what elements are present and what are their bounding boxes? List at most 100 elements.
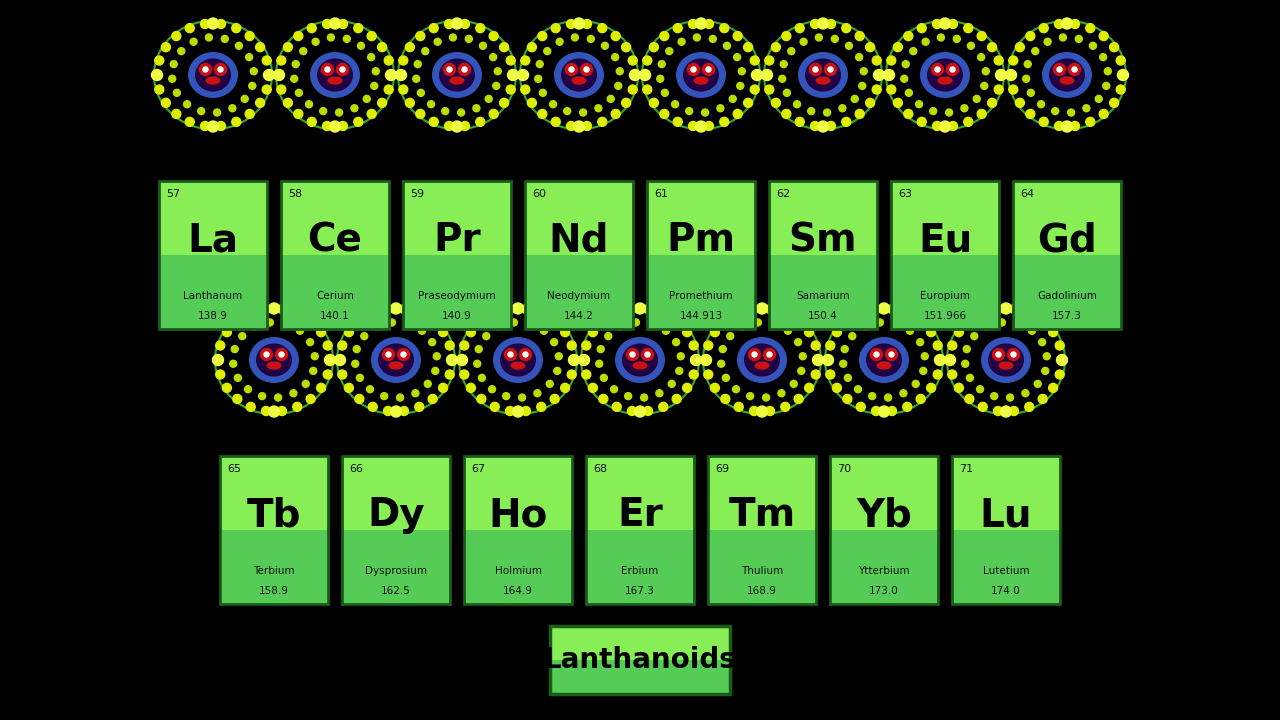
Circle shape <box>805 383 814 392</box>
Circle shape <box>772 99 781 107</box>
Circle shape <box>640 70 650 81</box>
Circle shape <box>893 42 902 52</box>
Ellipse shape <box>328 76 343 85</box>
Circle shape <box>783 89 790 96</box>
Circle shape <box>517 70 529 81</box>
Circle shape <box>813 67 818 72</box>
Circle shape <box>947 341 956 350</box>
Circle shape <box>352 360 358 367</box>
Circle shape <box>412 390 419 397</box>
Ellipse shape <box>433 52 483 98</box>
Text: 67: 67 <box>471 464 485 474</box>
Circle shape <box>721 395 730 403</box>
Ellipse shape <box>571 76 586 85</box>
Circle shape <box>207 18 219 29</box>
Circle shape <box>860 68 868 75</box>
Circle shape <box>845 374 851 382</box>
Circle shape <box>444 19 453 29</box>
Text: 65: 65 <box>227 464 241 474</box>
Circle shape <box>340 67 346 72</box>
Circle shape <box>1039 24 1048 32</box>
Circle shape <box>246 309 255 318</box>
Circle shape <box>1006 71 1015 79</box>
FancyBboxPatch shape <box>586 530 694 604</box>
FancyBboxPatch shape <box>550 626 730 660</box>
Circle shape <box>236 42 242 49</box>
Circle shape <box>641 348 654 361</box>
Circle shape <box>794 101 800 108</box>
Circle shape <box>489 109 498 118</box>
Circle shape <box>1001 303 1011 314</box>
Circle shape <box>918 117 927 127</box>
Text: Tb: Tb <box>247 496 301 534</box>
Circle shape <box>223 383 232 392</box>
Circle shape <box>598 24 607 32</box>
Ellipse shape <box>859 337 909 383</box>
Circle shape <box>695 121 707 132</box>
Text: Thulium: Thulium <box>741 567 783 577</box>
Circle shape <box>922 38 929 45</box>
Circle shape <box>536 402 545 411</box>
Circle shape <box>874 71 883 79</box>
Circle shape <box>659 32 669 40</box>
Circle shape <box>444 122 453 130</box>
Circle shape <box>325 354 335 366</box>
Circle shape <box>431 367 439 374</box>
Circle shape <box>1001 406 1011 417</box>
Circle shape <box>611 386 617 392</box>
Ellipse shape <box>744 343 780 377</box>
Circle shape <box>644 407 653 415</box>
Circle shape <box>872 305 881 313</box>
Circle shape <box>269 406 279 417</box>
Circle shape <box>902 309 911 318</box>
Circle shape <box>251 323 259 330</box>
Text: 63: 63 <box>899 189 911 199</box>
Circle shape <box>173 89 180 96</box>
Circle shape <box>691 356 700 364</box>
Circle shape <box>520 348 531 361</box>
Circle shape <box>582 341 591 350</box>
Circle shape <box>201 19 210 29</box>
Circle shape <box>887 305 896 313</box>
Circle shape <box>294 32 303 40</box>
Circle shape <box>856 402 865 411</box>
Circle shape <box>387 71 396 79</box>
Text: Promethium: Promethium <box>669 292 733 302</box>
Circle shape <box>1100 109 1108 118</box>
Circle shape <box>205 34 212 41</box>
Text: Holmium: Holmium <box>494 567 541 577</box>
Circle shape <box>872 407 881 415</box>
Text: 168.9: 168.9 <box>748 585 777 595</box>
Circle shape <box>992 348 1005 361</box>
Circle shape <box>384 407 393 415</box>
Circle shape <box>445 341 454 350</box>
Circle shape <box>1068 109 1075 116</box>
Circle shape <box>640 394 648 401</box>
Circle shape <box>369 309 378 318</box>
Circle shape <box>762 70 773 81</box>
Circle shape <box>279 352 284 357</box>
Text: Praseodymium: Praseodymium <box>419 292 495 302</box>
Circle shape <box>544 48 550 55</box>
FancyBboxPatch shape <box>891 181 998 255</box>
Text: 68: 68 <box>593 464 607 474</box>
Circle shape <box>1057 67 1062 72</box>
Circle shape <box>334 354 346 366</box>
Ellipse shape <box>737 337 787 383</box>
Circle shape <box>614 82 622 89</box>
Circle shape <box>390 406 402 417</box>
Circle shape <box>278 407 287 415</box>
Circle shape <box>571 34 579 41</box>
Circle shape <box>161 42 170 52</box>
Circle shape <box>214 109 220 116</box>
Circle shape <box>599 317 608 325</box>
Circle shape <box>628 85 637 94</box>
Circle shape <box>1032 48 1039 55</box>
Circle shape <box>589 328 598 337</box>
Circle shape <box>232 24 241 32</box>
Circle shape <box>169 76 175 82</box>
Circle shape <box>703 63 714 76</box>
Circle shape <box>207 121 219 132</box>
Circle shape <box>599 395 608 403</box>
Circle shape <box>922 353 928 360</box>
